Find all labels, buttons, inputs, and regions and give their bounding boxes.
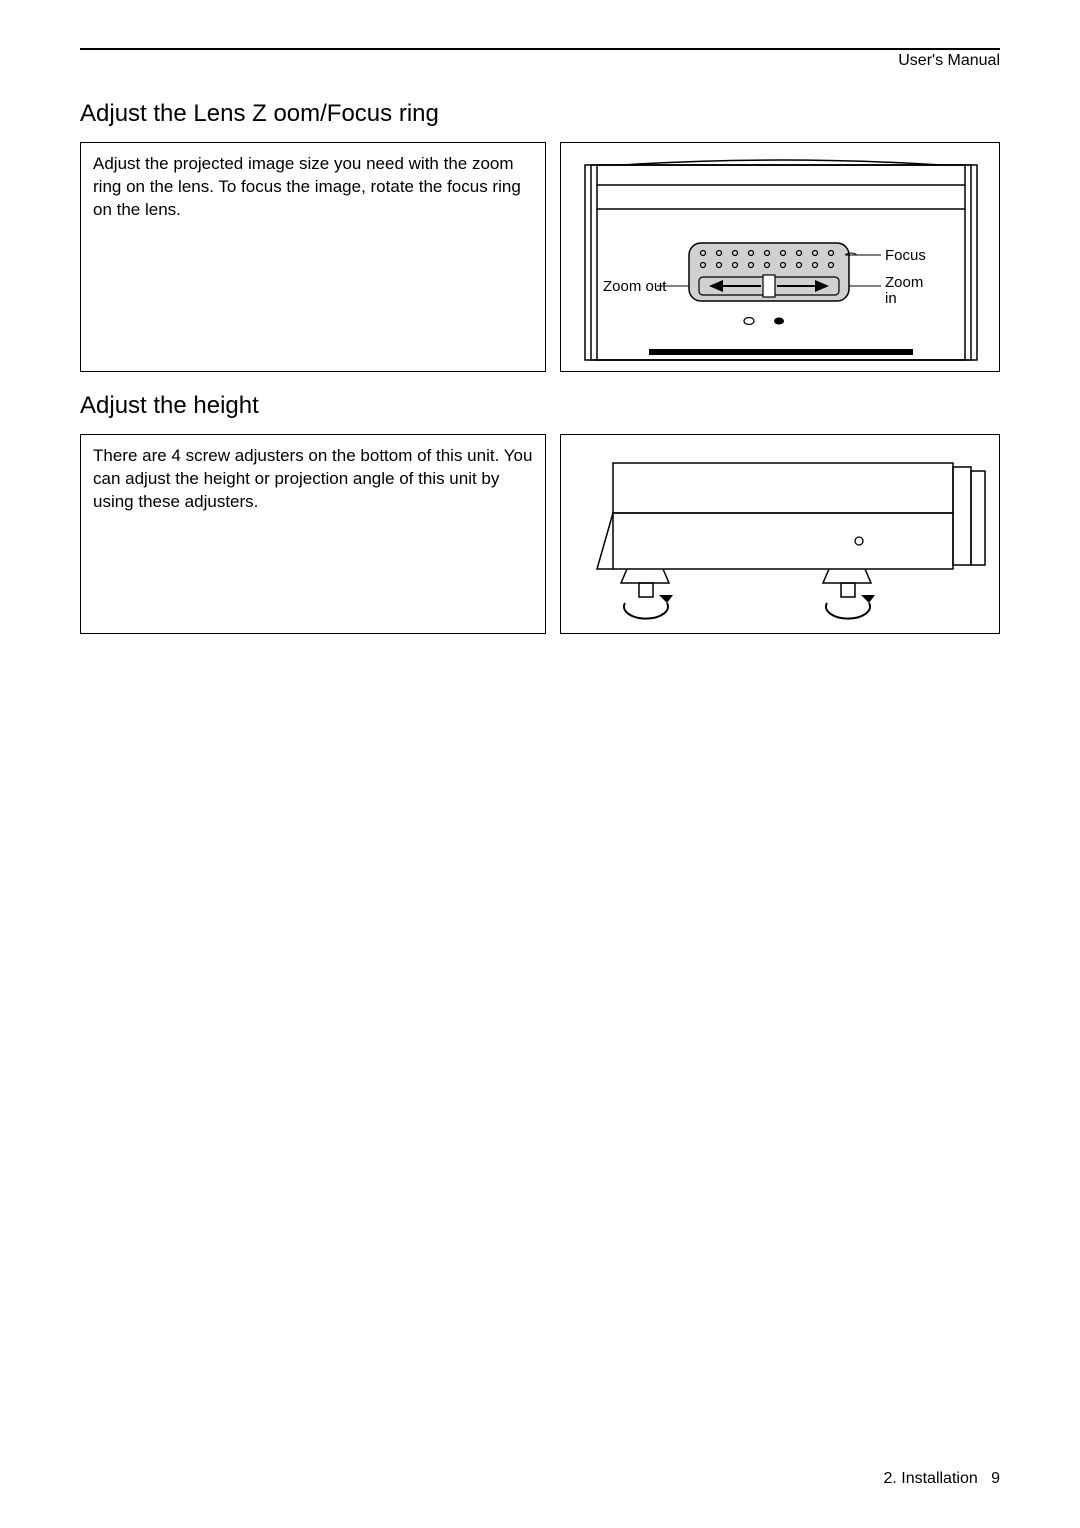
- section1-heading: Adjust the Lens Z oom/Focus ring: [80, 100, 1000, 128]
- section1-text: Adjust the projected image size you need…: [80, 142, 546, 372]
- label-zoom-in-1: Zoom: [885, 274, 923, 291]
- label-zoom-in-2: in: [885, 290, 897, 307]
- label-focus: Focus: [885, 247, 926, 264]
- header-manual-label: User's Manual: [80, 52, 1000, 70]
- section2-text: There are 4 screw adjusters on the botto…: [80, 434, 546, 634]
- page-footer: 2. Installation 9: [883, 1470, 1000, 1488]
- section1-figure: Focus Zoom in Zoom out: [560, 142, 1000, 372]
- section2-block: There are 4 screw adjusters on the botto…: [80, 434, 1000, 634]
- section2-heading: Adjust the height: [80, 392, 1000, 420]
- section1-block: Adjust the projected image size you need…: [80, 142, 1000, 372]
- section2-figure: [560, 434, 1000, 634]
- footer-page-number: 9: [991, 1470, 1000, 1487]
- footer-chapter: 2. Installation: [883, 1470, 977, 1487]
- label-zoom-out: Zoom out: [603, 278, 667, 295]
